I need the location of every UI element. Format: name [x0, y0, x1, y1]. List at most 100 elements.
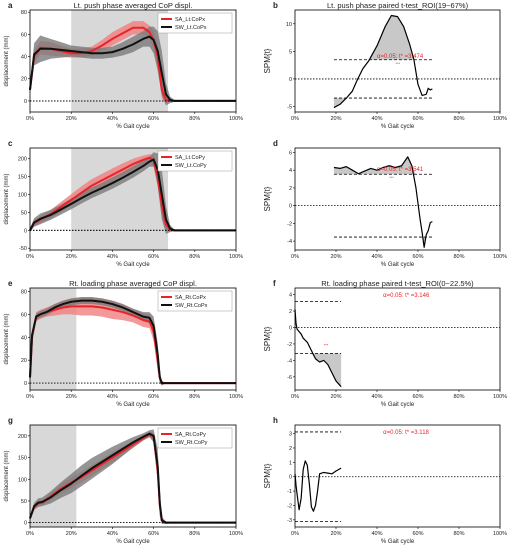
series-line-0: [333, 156, 433, 248]
y-tick-label: -50: [19, 246, 27, 252]
plot-frame: [29, 9, 237, 113]
y-tick-label: 40: [21, 335, 27, 341]
panel-b: α=0.05: t* =3.474 *** -5 0 5 10 0% 20% 40% 60% 80%…: [258, 0, 513, 140]
threshold-label: α=0.05: t* =3.146: [383, 293, 430, 299]
y-tick-label: 20: [21, 358, 27, 364]
cluster-label: ***: [395, 61, 400, 66]
x-tick-label: 60%: [148, 116, 159, 122]
x-tick-label: 60%: [412, 394, 423, 400]
y-tick-label: 20: [21, 77, 27, 83]
sd-band-1: [30, 26, 236, 106]
y-tick-label: 2: [289, 309, 292, 315]
x-tick-label: 20%: [66, 254, 77, 260]
x-tick-label: 0%: [26, 531, 34, 537]
x-tick-label: 80%: [189, 531, 200, 537]
legend-box: [157, 427, 233, 449]
x-tick-label: 20%: [330, 531, 341, 537]
y-tick-label: -5: [287, 104, 292, 110]
x-tick-label: 80%: [453, 254, 464, 260]
legend-label: SA_Lt.CoPx: [175, 17, 205, 23]
series-line-0: [333, 14, 433, 109]
y-axis-label: displacement (mm): [4, 173, 10, 224]
x-tick-label: 60%: [148, 254, 159, 260]
chart-e: 0 20 40 60 80 0% 20% 40% 60% 80% 100% % Gait cycle d…: [4, 279, 243, 408]
plot-frame: [29, 147, 237, 251]
cluster-label: ***: [324, 342, 329, 347]
x-tick-label: 80%: [189, 254, 200, 260]
plot-frame: [294, 147, 501, 251]
y-tick-label: -1: [287, 489, 292, 495]
y-tick-label: 0: [289, 475, 292, 481]
y-tick-label: 100: [18, 477, 27, 483]
cluster-fill-upper: [333, 156, 433, 175]
legend-label: SA_Rt.CoPy: [175, 432, 206, 438]
chart-title: Rt. loading phase paired t-test_ROI(0~22…: [321, 279, 474, 288]
y-tick-label: 50: [21, 210, 27, 216]
x-tick-label: 0%: [291, 116, 299, 122]
x-axis-label: % Gait cycle: [116, 539, 150, 545]
x-tick-label: 60%: [412, 254, 423, 260]
x-tick-label: 20%: [66, 531, 77, 537]
x-tick-label: 100%: [229, 116, 243, 122]
y-tick-label: -6: [287, 375, 292, 381]
sd-band-1: [30, 429, 236, 524]
panel-letter: c: [8, 139, 13, 148]
x-tick-label: 20%: [330, 394, 341, 400]
y-axis-label: SPM{t}: [263, 326, 272, 351]
y-axis-label: displacement (mm): [4, 313, 10, 364]
series-line-1: [29, 35, 236, 102]
x-tick-label: 60%: [148, 531, 159, 537]
x-tick-label: 0%: [26, 254, 34, 260]
y-tick-label: 200: [18, 434, 27, 440]
x-tick-label: 100%: [229, 394, 243, 400]
series-line-1: [29, 158, 236, 232]
x-axis-label: % Gait cycle: [381, 124, 415, 130]
x-tick-label: 40%: [107, 116, 118, 122]
y-tick-label: -4: [287, 358, 292, 364]
x-tick-label: 60%: [412, 116, 423, 122]
chart-a: 0 20 40 60 80 0% 20% 40% 60% 80% 100% % Gait cycle d…: [4, 1, 243, 130]
x-tick-label: 60%: [148, 394, 159, 400]
y-tick-label: 0: [289, 325, 292, 331]
plot-frame: [294, 9, 501, 113]
plot-frame: [294, 424, 501, 528]
y-tick-label: 0: [24, 99, 27, 105]
panel-f: α=0.05: t* =3.146 *** -6 -4 -2 0 2 4 0% 20% 40% 60%…: [258, 278, 513, 418]
cluster-fill-upper: [333, 15, 433, 60]
y-tick-label: -2: [287, 342, 292, 348]
y-tick-label: -3: [287, 518, 292, 524]
x-tick-label: 80%: [453, 116, 464, 122]
y-tick-label: 1: [289, 460, 292, 466]
sd-band-1: [30, 152, 236, 234]
x-tick-label: 40%: [371, 116, 382, 122]
x-tick-label: 20%: [66, 116, 77, 122]
x-tick-label: 40%: [107, 531, 118, 537]
y-tick-label: 0: [24, 521, 27, 527]
x-tick-label: 100%: [229, 531, 243, 537]
y-tick-label: 4: [289, 293, 292, 299]
y-axis-label: displacement (mm): [4, 35, 10, 86]
y-tick-label: 60: [21, 312, 27, 318]
x-tick-label: 0%: [291, 254, 299, 260]
panel-d: α=0.05: t* =3.541 *** -4 -2 0 2 4 6 0% 20% 40% 60% 8…: [258, 138, 513, 278]
chart-title: Lt. push phase averaged CoP displ.: [74, 1, 193, 10]
legend-label: SA_Lt.CoPy: [175, 155, 205, 161]
x-axis-label: % Gait cycle: [116, 402, 150, 408]
panel-letter: e: [8, 279, 13, 288]
x-axis-label: % Gait cycle: [381, 539, 415, 545]
roi-shading: [71, 10, 169, 112]
y-axis-label: displacement (mm): [4, 450, 10, 501]
plot-frame: [29, 287, 237, 391]
legend-label: SW_Rt.CoPx: [175, 303, 208, 309]
series-line-1: [29, 432, 236, 524]
x-tick-label: 80%: [189, 394, 200, 400]
series-line-0: [294, 460, 342, 512]
panel-c: -50 0 50 100 150 200 0% 20% 40% 60% 80% 100% % Gait …: [0, 138, 256, 278]
panel-letter: f: [273, 279, 276, 288]
legend-box: [157, 150, 233, 172]
panel-h: α=0.05: t* =3.118 -3 -2 -1 0 1 2 3 0% 20% 40% 60% 80…: [258, 415, 513, 555]
panel-e: 0 20 40 60 80 0% 20% 40% 60% 80% 100% % Gait cycle d…: [0, 278, 256, 418]
y-tick-label: 6: [289, 150, 292, 156]
legend-label: SW_Lt.CoPx: [175, 25, 207, 31]
